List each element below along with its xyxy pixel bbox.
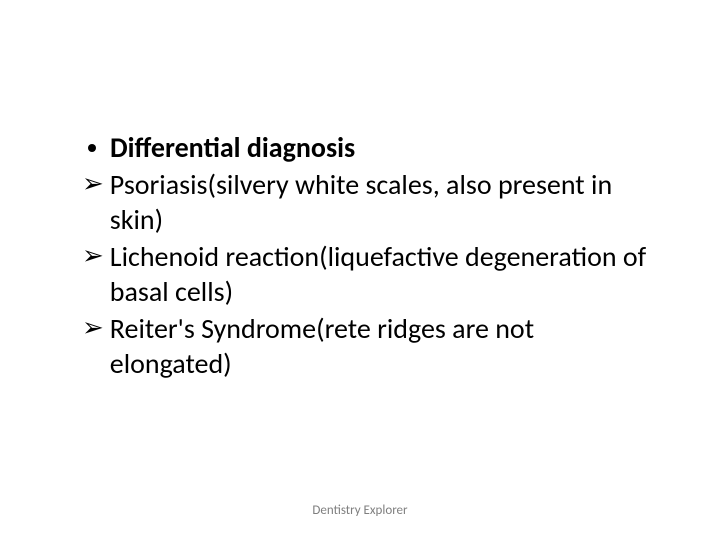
- list-item-text: Psoriasis(silvery white scales, also pre…: [110, 167, 660, 237]
- list-item: ➢ Lichenoid reaction(liquefactive degene…: [60, 239, 660, 309]
- list-item: ➢ Reiter's Syndrome(rete ridges are not …: [60, 311, 660, 381]
- bullet-icon: [88, 144, 96, 152]
- list-item-text: Lichenoid reaction(liquefactive degenera…: [110, 239, 660, 309]
- footer-text: Dentistry Explorer: [0, 503, 720, 518]
- title-line: Differential diagnosis: [60, 130, 660, 165]
- slide: Differential diagnosis ➢ Psoriasis(silve…: [0, 0, 720, 540]
- arrow-icon: ➢: [82, 167, 104, 201]
- arrow-icon: ➢: [82, 311, 104, 345]
- list-item: ➢ Psoriasis(silvery white scales, also p…: [60, 167, 660, 237]
- slide-title: Differential diagnosis: [110, 130, 355, 165]
- list-item-text: Reiter's Syndrome(rete ridges are not el…: [110, 311, 660, 381]
- arrow-icon: ➢: [82, 239, 104, 273]
